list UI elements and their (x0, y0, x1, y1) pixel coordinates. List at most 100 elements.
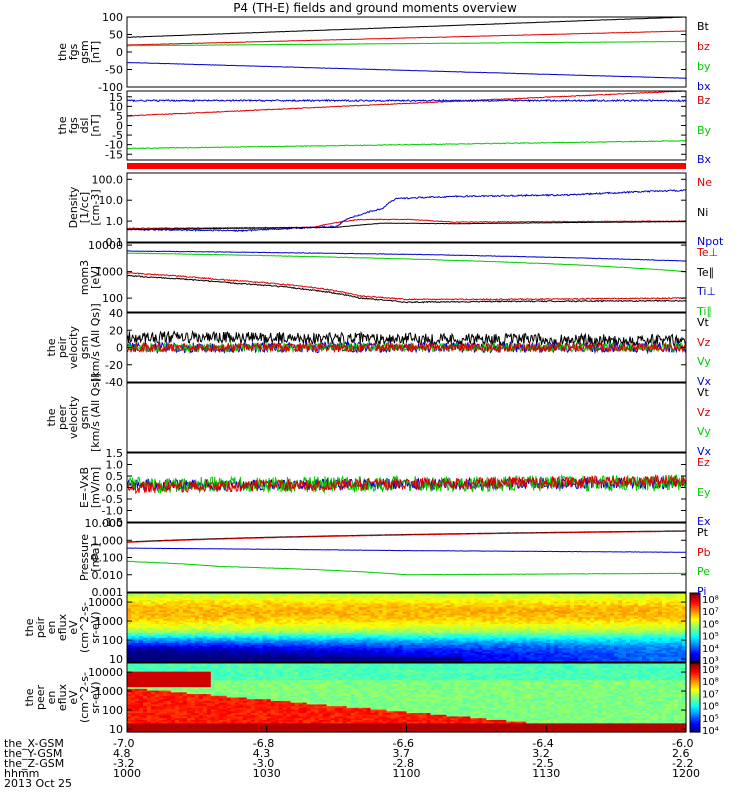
spec-cell (390, 632, 396, 635)
spec-cell (502, 637, 507, 641)
spec-cell (214, 624, 220, 627)
spec-cell (242, 593, 248, 596)
spec-cell (250, 653, 256, 656)
spec-cell (494, 593, 499, 596)
spec-cell (158, 617, 164, 620)
spec-cell (154, 605, 160, 608)
spec-cell (518, 651, 523, 654)
spec-cell (222, 637, 228, 641)
spec-cell (194, 636, 200, 639)
spec-cell (482, 611, 487, 615)
spec-cell (234, 608, 240, 611)
spec-cell (282, 632, 288, 635)
spec-cell (538, 644, 543, 648)
spec-cell (274, 636, 280, 639)
spec-cell (426, 624, 432, 627)
spec-cell (570, 605, 575, 608)
spec-cell (258, 639, 264, 642)
spec-cell (370, 624, 376, 627)
spec-cell (127, 656, 132, 660)
spec-cell (127, 639, 132, 642)
spec-cell (394, 615, 400, 618)
spec-cell (270, 598, 276, 601)
spec-cell (210, 655, 216, 658)
spec-cell (422, 617, 428, 620)
spec-cell (270, 653, 276, 656)
spec-cell (282, 613, 288, 617)
spec-cell (242, 603, 248, 606)
spec-cell (570, 648, 575, 651)
spec-cell (182, 611, 188, 615)
spec-cell (474, 656, 479, 660)
spec-cell (422, 649, 428, 653)
spec-cell (418, 610, 424, 613)
spec-cell (558, 655, 563, 658)
spec-cell (462, 601, 467, 604)
spec-cell (590, 627, 595, 630)
spec-cell (246, 610, 252, 613)
spec-cell (578, 627, 583, 630)
spec-cell (254, 637, 260, 641)
spec-cell (470, 643, 475, 646)
spec-cell (438, 634, 444, 637)
spec-cell (206, 594, 212, 598)
spec-cell (178, 641, 184, 644)
spec-cell (178, 620, 184, 623)
spec-cell (378, 627, 384, 630)
spec-cell (574, 622, 579, 625)
spec-cell (154, 594, 160, 598)
spec-cell (554, 639, 559, 642)
spec-cell (490, 644, 495, 648)
spec-cell (254, 629, 260, 632)
spec-cell (378, 641, 384, 644)
spec-cell (378, 622, 384, 625)
spec-cell (182, 603, 188, 606)
spec-cell (382, 660, 388, 663)
spec-cell (386, 656, 392, 660)
spec-cell (174, 632, 180, 635)
spec-cell (438, 622, 444, 625)
spec-cell (414, 649, 420, 653)
spec-cell (154, 656, 160, 660)
spec-cell (550, 624, 555, 627)
spec-cell (214, 611, 220, 615)
spec-cell (434, 594, 440, 598)
spec-cell (210, 603, 216, 606)
spec-cell (202, 630, 208, 634)
spec-cell (530, 629, 535, 632)
spec-cell (594, 613, 599, 617)
spec-cell (206, 596, 212, 599)
spec-cell (370, 601, 376, 604)
spec-cell (174, 593, 180, 596)
spec-cell (386, 655, 392, 658)
spec-cell (498, 630, 503, 634)
spec-cell (590, 649, 595, 653)
spec-cell (562, 658, 567, 661)
panel-frame (126, 522, 687, 593)
spec-cell (186, 632, 192, 635)
spec-cell (214, 648, 220, 651)
spec-cell (486, 611, 491, 615)
spec-cell (470, 660, 475, 663)
spec-cell (286, 611, 292, 615)
spec-cell (446, 653, 452, 656)
spec-cell (194, 610, 200, 613)
spec-cell (230, 608, 236, 611)
spec-cell (270, 634, 276, 637)
spec-cell (386, 611, 392, 615)
spec-cell (358, 613, 364, 617)
spec-cell (434, 629, 440, 632)
spec-cell (378, 625, 384, 629)
spec-cell (354, 656, 360, 660)
spec-cell (166, 648, 172, 651)
spec-cell (438, 625, 444, 629)
spec-cell (330, 651, 336, 654)
spec-cell (486, 624, 491, 627)
spec-cell (266, 646, 272, 649)
spec-cell (210, 641, 216, 644)
spec-cell (142, 594, 148, 598)
spec-cell (602, 608, 607, 611)
spec-cell (158, 637, 164, 641)
spec-cell (218, 611, 224, 615)
